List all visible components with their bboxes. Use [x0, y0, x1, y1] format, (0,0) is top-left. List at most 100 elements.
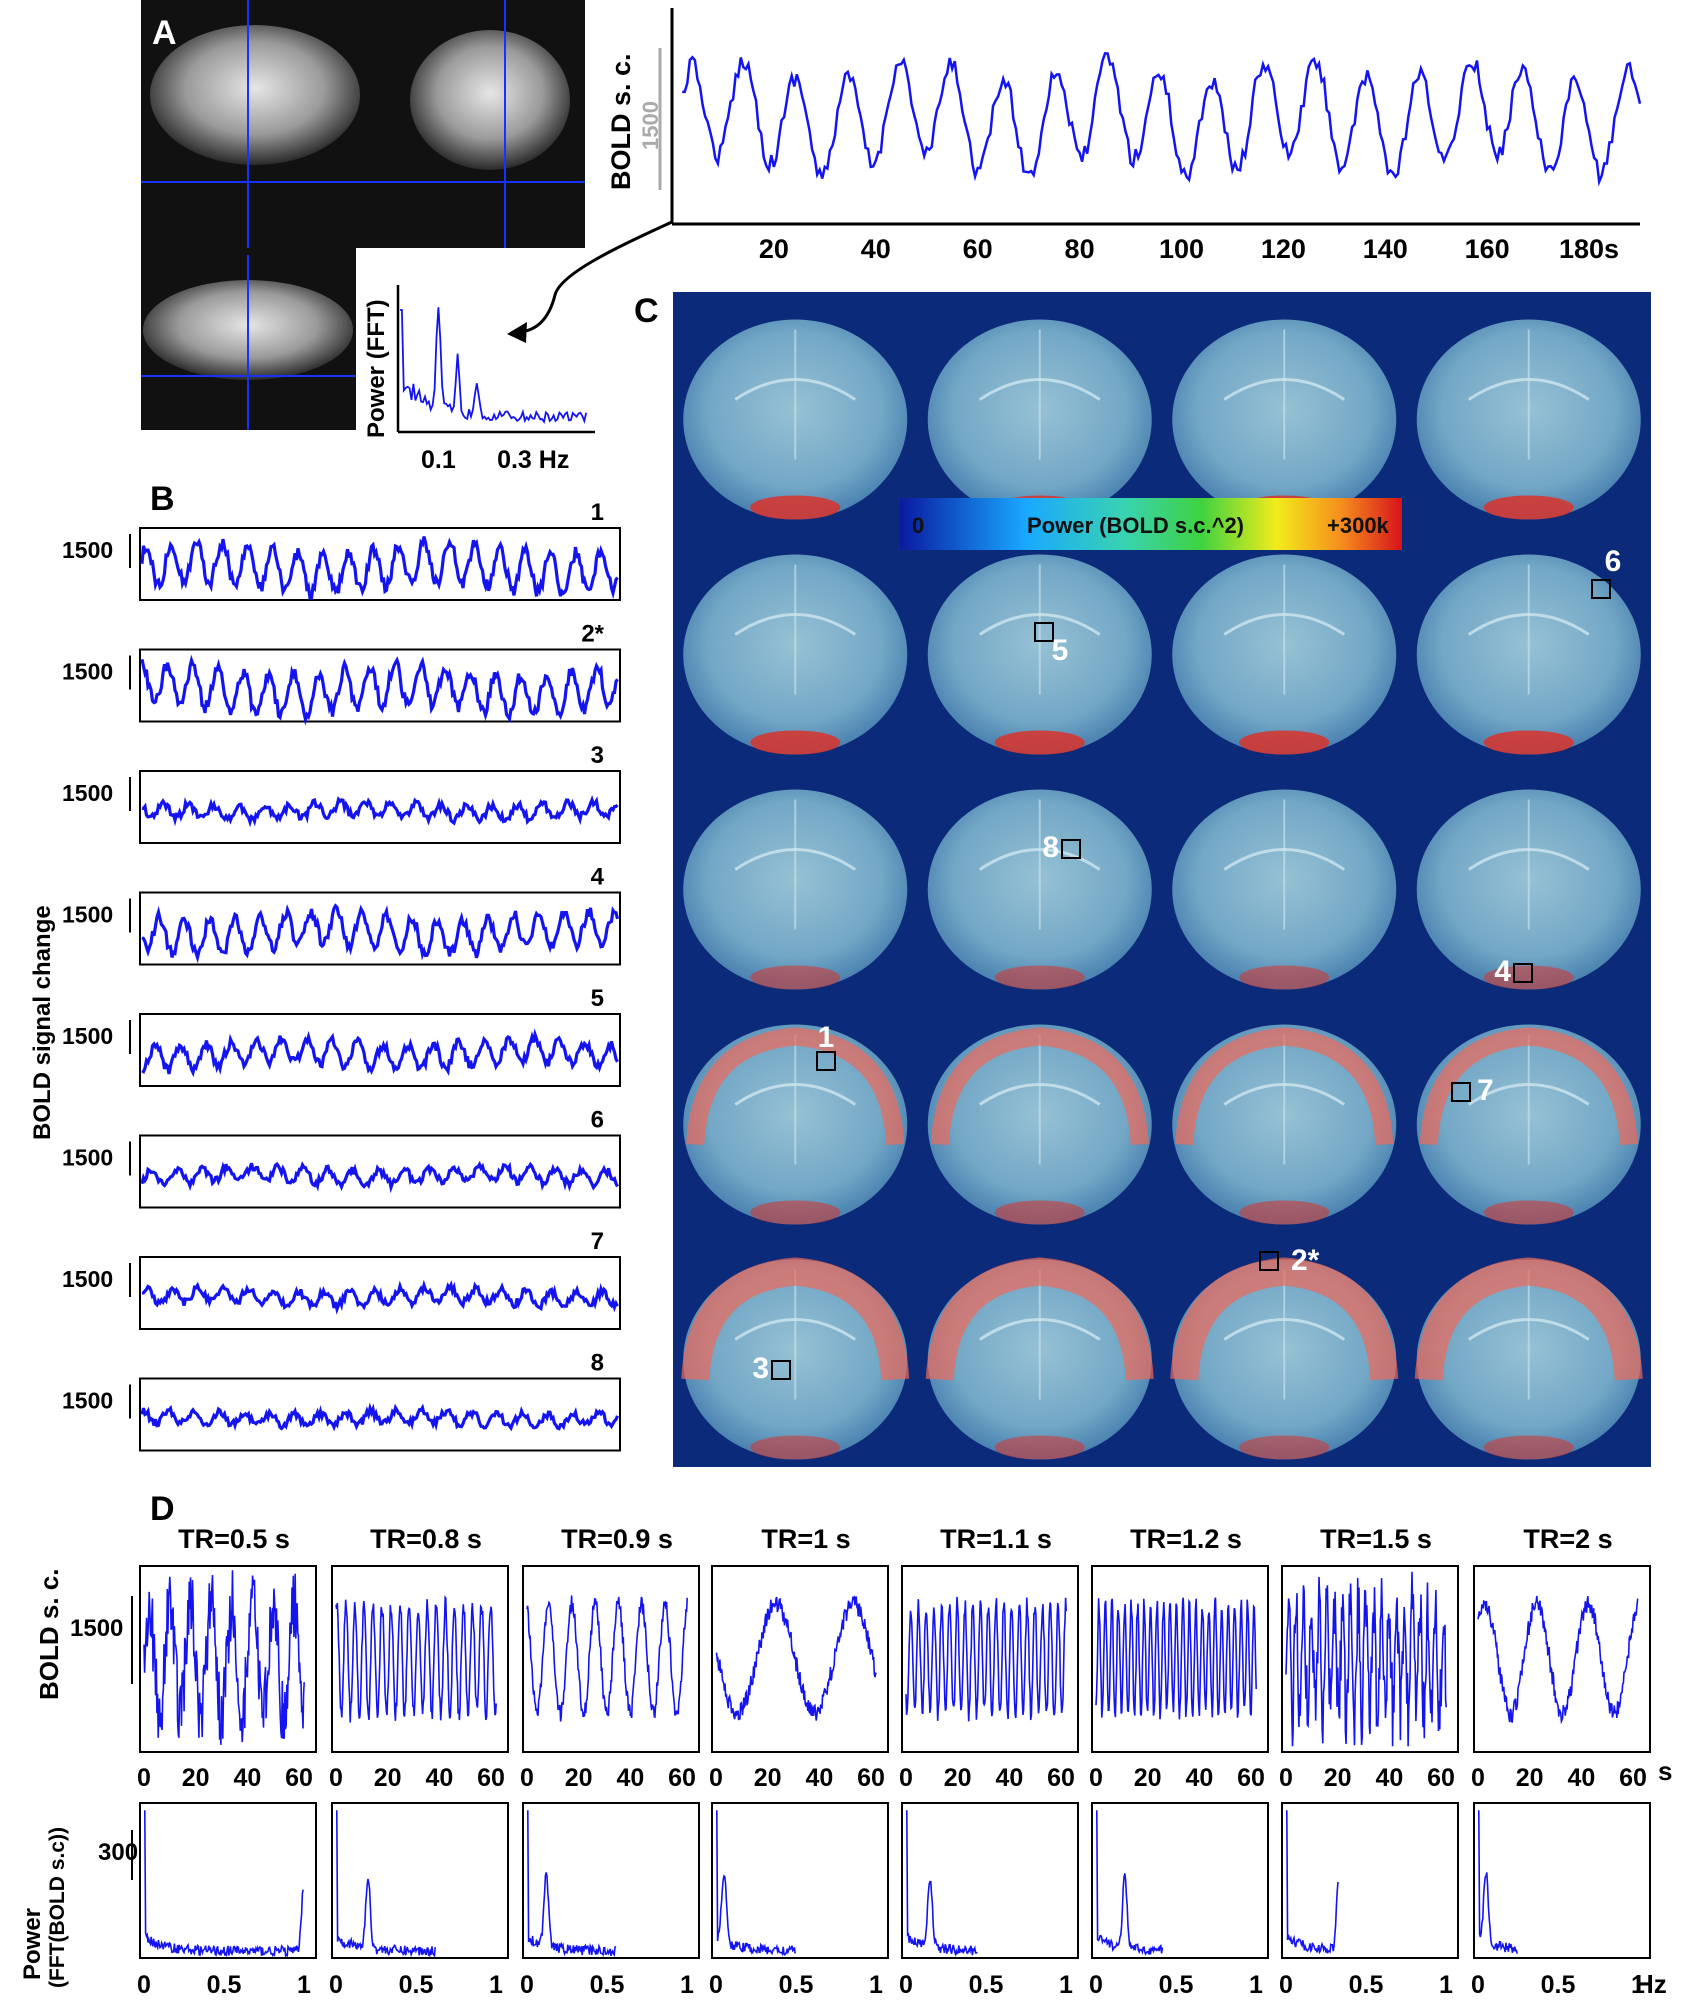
b-scale-label: 1500 — [62, 1145, 113, 1171]
d-power-line — [336, 1810, 436, 1958]
d-power-x-tick: 0 — [1471, 1971, 1485, 1999]
d-trace-x-tick: 60 — [477, 1764, 505, 1792]
colorbar-min-label: 0 — [912, 513, 924, 538]
panel-b-traces: 1 1500 2* 1500 3 1500 4 1500 5 1500 6 1500 7 1500 8 150… — [62, 499, 621, 1452]
a-trace-x-tick-label: 180s — [1559, 234, 1619, 264]
roi-label: 3 — [752, 1352, 769, 1385]
d-power-x-tick: 0 — [137, 1971, 151, 1999]
d-power-x-tick: 1 — [297, 1971, 311, 1999]
brain-slice — [927, 554, 1152, 755]
d-trace-x-tick: 60 — [1427, 1764, 1455, 1792]
a-trace-x-tick-label: 20 — [759, 234, 789, 264]
d-trace-scale-label: 1500 — [70, 1615, 123, 1642]
b-scale-label: 1500 — [62, 1388, 113, 1414]
brain-slice — [927, 319, 1152, 520]
b-trace-line — [140, 654, 619, 726]
d-power-x-tick: 0.5 — [969, 1971, 1004, 1999]
d-power-line — [1286, 1810, 1339, 1955]
b-scale-label: 1500 — [62, 537, 113, 563]
a-fft-x-ticks: 0.1 0.3 Hz — [421, 446, 569, 474]
d-power-x-tick: 0.5 — [590, 1971, 625, 1999]
b-trace-label: 1 — [591, 499, 604, 526]
b-trace-line — [141, 903, 620, 964]
b-trace-label: 8 — [591, 1350, 604, 1377]
d-tr-title: TR=2 s — [1523, 1524, 1612, 1554]
b-trace-line — [141, 794, 619, 828]
b-scale-label: 1500 — [62, 659, 113, 685]
roi-label: 1 — [818, 1021, 835, 1054]
d-trace-x-tick: 20 — [1324, 1764, 1352, 1792]
d-power-box — [1473, 1802, 1651, 1959]
b-trace-line — [141, 1028, 619, 1078]
d-trace-x-tick: 40 — [1567, 1764, 1595, 1792]
panel-d: D BOLD s. c. 1500 Power (FFT(BOLD s.c)) … — [19, 1490, 1672, 1999]
colorbar — [900, 498, 1402, 550]
connector-arrowhead — [507, 322, 527, 343]
d-trace-box — [139, 1565, 317, 1753]
a-trace-scale-label: 1500 — [638, 101, 663, 150]
d-trace-x-tick: 60 — [1619, 1764, 1647, 1792]
d-power-box — [139, 1802, 317, 1959]
d-power-x-tick: 0.5 — [779, 1971, 814, 1999]
d-power-x-tick: 1 — [1439, 1971, 1453, 1999]
b-trace-label: 7 — [591, 1228, 604, 1255]
b-trace-box — [139, 1256, 621, 1330]
d-power-box — [331, 1802, 509, 1959]
a-fft-ylabel: Power (FFT) — [363, 299, 390, 438]
d-tr-title: TR=1.2 s — [1130, 1524, 1242, 1554]
d-trace-x-tick: 20 — [565, 1764, 593, 1792]
a-fft-x-tick-label: 0.3 Hz — [497, 446, 569, 474]
colorbar-title: Power (BOLD s.c.^2) — [1027, 513, 1244, 538]
panel-c: C 0 Power (BOLD s.c.^2) +300k 1 2* 3 4 5 6 7 8 — [634, 292, 1651, 1467]
a-trace-x-tick-label: 140 — [1363, 234, 1408, 264]
connector-arrow — [519, 220, 673, 334]
b-trace-box — [139, 1377, 621, 1452]
d-trace-line — [1477, 1595, 1639, 1725]
mri-coronal-view — [150, 25, 360, 165]
roi-label: 8 — [1042, 831, 1059, 864]
roi-box — [1451, 1082, 1471, 1102]
d-power-line — [144, 1810, 304, 1958]
roi-box — [816, 1051, 836, 1071]
a-trace-x-tick-label: 80 — [1065, 234, 1095, 264]
d-power-box — [1091, 1802, 1269, 1959]
d-trace-box — [1473, 1565, 1651, 1753]
brain-slice — [1172, 319, 1397, 520]
d-trace-x-tick: 0 — [329, 1764, 343, 1792]
a-fft-axes — [396, 285, 595, 434]
b-trace-label: 5 — [591, 985, 604, 1012]
a-trace-x-tick-label: 60 — [963, 234, 993, 264]
d-trace-x-tick: 60 — [857, 1764, 885, 1792]
d-power-x-tick: 0 — [520, 1971, 534, 1999]
b-trace-label: 4 — [591, 864, 605, 891]
d-trace-box — [522, 1565, 700, 1753]
d-power-line — [527, 1810, 617, 1958]
d-trace-x-tick: 60 — [1237, 1764, 1265, 1792]
brain-slice — [1416, 319, 1641, 520]
d-tr-title: TR=1 s — [761, 1524, 850, 1554]
brain-slice — [683, 319, 908, 520]
b-trace-line — [140, 536, 619, 600]
d-trace-line — [1285, 1571, 1447, 1747]
d-trace-line — [143, 1570, 305, 1745]
a-trace-x-tick-label: 40 — [861, 234, 891, 264]
d-tr-title: TR=1.1 s — [940, 1524, 1052, 1554]
panel-a-letter: A — [152, 14, 177, 52]
d-power-x-tick: 0 — [1279, 1971, 1293, 1999]
d-trace-x-tick: 20 — [944, 1764, 972, 1792]
d-trace-unit: s — [1658, 1756, 1672, 1786]
d-trace-x-tick: 0 — [520, 1764, 534, 1792]
d-trace-box — [1091, 1565, 1269, 1753]
d-trace-x-tick: 20 — [754, 1764, 782, 1792]
d-power-x-tick: 1 — [869, 1971, 883, 1999]
d-subpanels: TR=0.5 s 0 20 40 60 0 0.5 1 TR=0.8 s 0 20 40 60 0 0.5 1… — [137, 1524, 1651, 1999]
brain-slice — [1414, 1257, 1643, 1460]
b-trace-label: 6 — [591, 1107, 604, 1134]
brain-slice — [1170, 1257, 1399, 1460]
roi-label: 4 — [1494, 955, 1511, 988]
d-power-x-tick: 1 — [1059, 1971, 1073, 1999]
brain-slice — [681, 1257, 910, 1460]
d-power-x-tick: 1 — [489, 1971, 503, 1999]
d-power-x-tick: 0.5 — [1159, 1971, 1194, 1999]
